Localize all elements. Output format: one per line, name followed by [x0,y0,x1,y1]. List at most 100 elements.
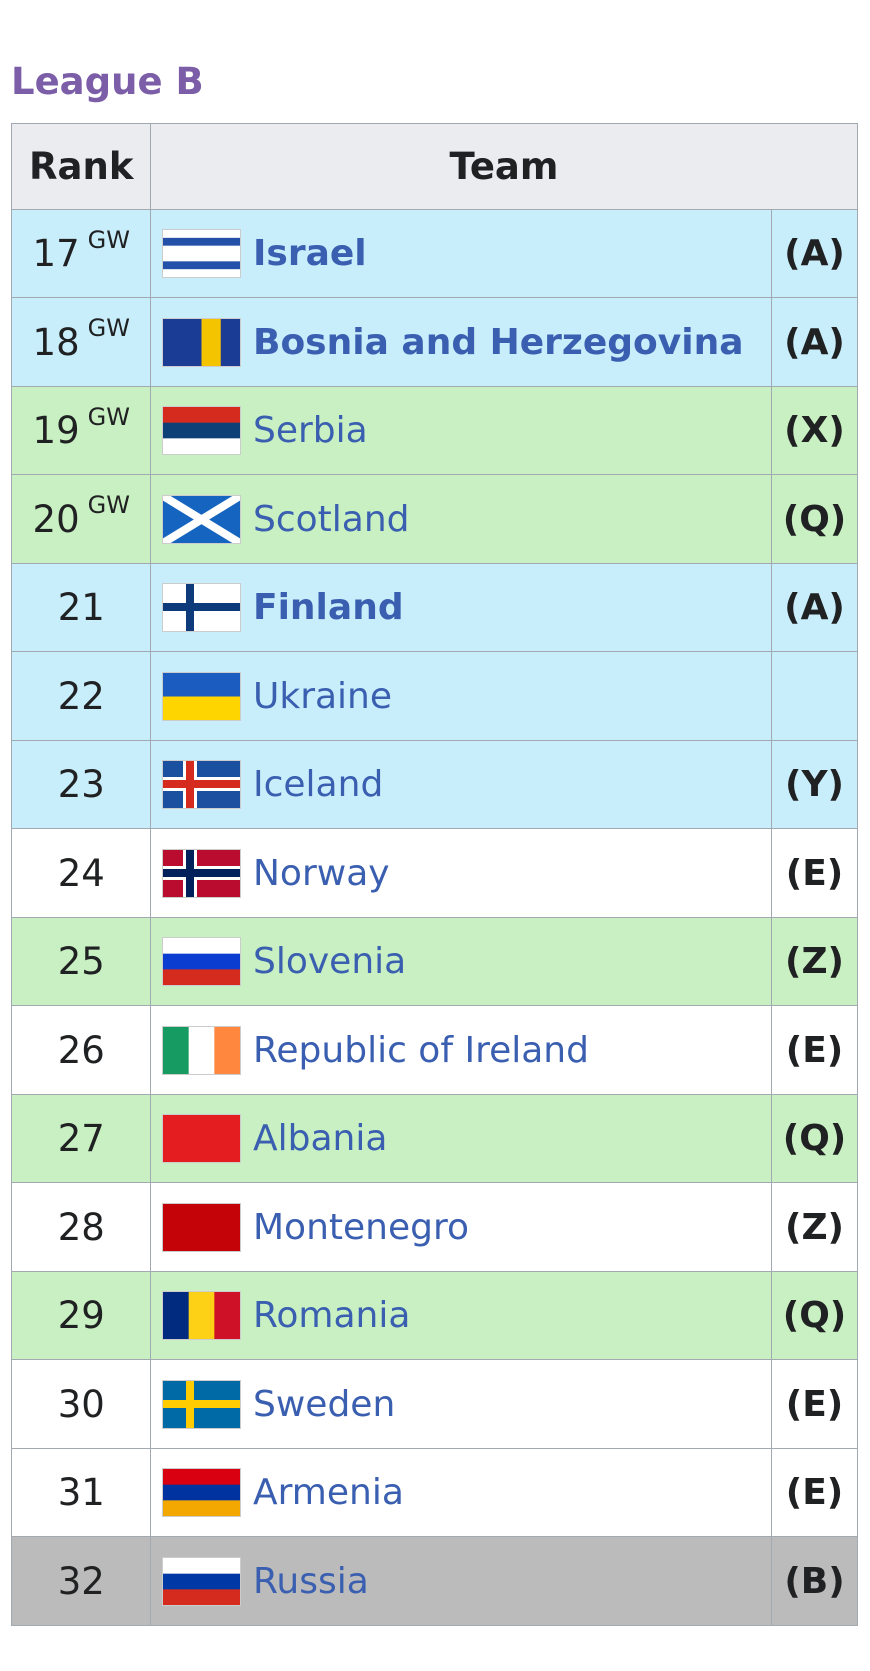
team-link[interactable]: Republic of Ireland [253,1029,589,1071]
rank-cell: 29 [11,1270,152,1361]
rank: 27 [57,1117,105,1160]
team-cell: Ukraine [150,651,773,741]
team-link[interactable]: Norway [253,852,390,894]
team-cell: Sweden [150,1359,773,1449]
section-title: League B [11,60,204,103]
rank-superscript: GW [87,314,130,342]
team-link[interactable]: Armenia [253,1472,404,1513]
flag-icon [162,1379,241,1429]
flag-icon [162,1114,241,1163]
flag-icon [162,848,241,898]
team-cell: Israel [150,208,773,299]
qualification-note: (Q) [782,498,847,540]
rank-cell: 19 GW [11,385,152,476]
qualification-note: (Q) [782,1118,847,1159]
team-link[interactable]: Montenegro [253,1206,470,1248]
note-cell [771,651,858,741]
team-cell: Republic of Ireland [150,1005,773,1095]
rank-cell: 17 GW [11,208,152,299]
flag-icon [162,671,241,721]
qualification-note: (B) [784,1560,845,1602]
rank-cell: 31 [11,1447,152,1538]
qualification-note: (E) [785,1472,844,1513]
note-cell: (Z) [771,1182,858,1272]
rank: 28 [57,1205,105,1249]
qualification-note: (A) [784,587,845,628]
team-cell: Serbia [150,385,773,476]
note-cell: (E) [771,1447,858,1538]
rank-cell: 32 [11,1536,152,1626]
note-cell: (A) [771,208,858,299]
rank: 25 [57,940,105,983]
team-cell: Russia [150,1536,773,1626]
rank-superscript: GW [87,225,130,254]
qualification-note: (Y) [785,764,844,805]
rank-cell: 20 GW [11,474,152,564]
qualification-note: (Z) [784,1206,844,1248]
team-link[interactable]: Albania [253,1118,388,1159]
flag-icon [162,1202,241,1252]
rank: 29 [57,1294,105,1337]
note-cell: (B) [771,1536,858,1626]
rank-cell: 21 [11,562,152,653]
flag-icon [162,1025,241,1075]
flag-icon [162,317,241,367]
flag-icon [162,583,241,632]
rank-cell: 30 [11,1359,152,1449]
rank-cell: 22 [11,651,152,741]
rank-cell: 26 [11,1005,152,1095]
team-cell: Montenegro [150,1182,773,1272]
rank: 23 [57,763,105,806]
team-link[interactable]: Iceland [253,764,384,805]
note-cell: (A) [771,297,858,387]
team-cell: Albania [150,1093,773,1184]
qualification-note: (Q) [782,1295,847,1336]
rank-cell: 23 [11,739,152,830]
rank-superscript: GW [87,402,130,431]
rank-cell: 25 [11,916,152,1007]
team-link[interactable]: Romania [253,1295,411,1336]
rank-cell: 24 [11,828,152,918]
rank: 20 [32,497,80,541]
rank-cell: 27 [11,1093,152,1184]
rank-superscript: GW [87,491,130,519]
team-cell: Bosnia and Herzegovina [150,297,773,387]
team-link[interactable]: Bosnia and Herzegovina [253,321,744,363]
qualification-note: (Z) [784,941,844,982]
qualification-note: (A) [784,233,845,274]
note-cell: (E) [771,1359,858,1449]
note-cell: (A) [771,562,858,653]
team-link[interactable]: Serbia [253,410,368,451]
note-cell: (Q) [771,474,858,564]
team-link[interactable]: Russia [253,1560,369,1602]
header-cell: Rank [11,123,152,210]
note-cell: (Z) [771,916,858,1007]
team-cell: Finland [150,562,773,653]
rank-cell: 28 [11,1182,152,1272]
team-link[interactable]: Israel [253,233,367,274]
note-cell: (Q) [771,1270,858,1361]
rank: 30 [57,1382,105,1426]
flag-icon [162,494,241,544]
note-cell: (E) [771,828,858,918]
qualification-note: (E) [785,1029,844,1071]
team-cell: Scotland [150,474,773,564]
flag-icon [162,1556,241,1606]
team-link[interactable]: Sweden [253,1383,396,1425]
team-link[interactable]: Scotland [253,498,410,540]
header-text: Rank [29,145,134,188]
rank: 21 [57,586,105,629]
rank: 19 [32,409,80,452]
note-cell: (Y) [771,739,858,830]
note-cell: (Q) [771,1093,858,1184]
note-cell: (X) [771,385,858,476]
team-cell: Iceland [150,739,773,830]
team-link[interactable]: Finland [253,587,404,628]
team-link[interactable]: Ukraine [253,675,393,717]
rank: 32 [57,1559,105,1603]
team-link[interactable]: Slovenia [253,941,407,982]
flag-icon [162,1468,241,1517]
qualification-note: (E) [785,1383,844,1425]
flag-icon [162,937,241,986]
